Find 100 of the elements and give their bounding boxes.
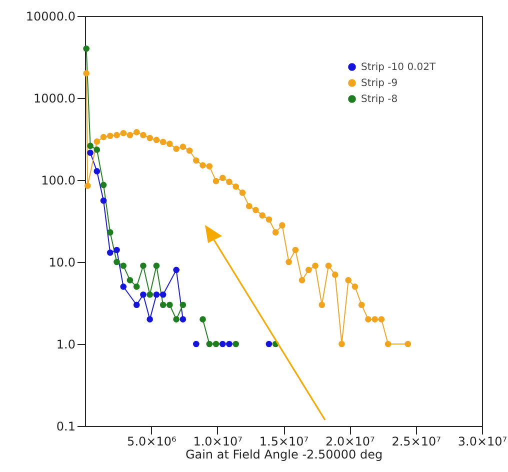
- point: [193, 340, 200, 348]
- y-tick-label: 1000.0: [34, 92, 76, 106]
- point: [212, 340, 220, 348]
- point: [83, 70, 90, 76]
- point: [100, 134, 107, 140]
- point: [325, 262, 332, 269]
- point: [384, 340, 392, 348]
- point: [345, 277, 352, 284]
- point: [87, 142, 94, 149]
- point: [146, 291, 154, 298]
- point: [146, 316, 154, 322]
- point: [173, 266, 180, 274]
- point: [338, 340, 345, 348]
- point: [372, 316, 378, 322]
- y-tick-label: 100.0: [41, 174, 76, 188]
- point: [133, 302, 140, 308]
- point: [180, 302, 186, 308]
- point: [160, 291, 166, 298]
- point: [106, 132, 114, 140]
- point: [140, 291, 146, 298]
- x-axis-title: Gain at Field Angle -2.50000 deg: [185, 448, 383, 462]
- point: [266, 216, 272, 223]
- point: [292, 246, 299, 254]
- point: [166, 140, 173, 147]
- point: [279, 222, 286, 228]
- point: [266, 340, 272, 348]
- point: [226, 178, 232, 185]
- point: [140, 132, 146, 138]
- x-tick-label: 1.5×10⁷: [259, 434, 309, 448]
- point: [193, 157, 200, 164]
- x-tick-label: 2.5×10⁷: [392, 434, 442, 448]
- point: [298, 277, 306, 284]
- point: [84, 182, 91, 189]
- point: [160, 138, 166, 146]
- x-tick-label: 2.0×10⁷: [326, 434, 375, 448]
- point: [239, 190, 246, 196]
- point: [160, 302, 166, 308]
- point: [83, 45, 90, 52]
- point: [114, 132, 120, 138]
- y-tick-label: 1.0: [56, 338, 76, 352]
- point: [332, 272, 338, 278]
- legend-label: Strip -10 0.02T: [361, 62, 436, 73]
- point: [206, 163, 213, 170]
- point: [94, 168, 100, 174]
- point: [146, 134, 154, 142]
- point: [180, 316, 186, 322]
- point: [186, 147, 193, 154]
- point: [153, 136, 160, 144]
- point: [153, 262, 160, 269]
- point: [232, 340, 240, 348]
- point: [133, 284, 140, 290]
- x-tick-label: 1.0×10⁷: [193, 434, 243, 448]
- point: [133, 129, 140, 136]
- point: [140, 262, 146, 269]
- point: [126, 277, 134, 284]
- point: [200, 162, 206, 168]
- point: [232, 183, 240, 190]
- point: [252, 206, 259, 214]
- y-tick-label: 10000.0: [26, 10, 76, 24]
- legend-label: Strip -8: [361, 94, 398, 105]
- point: [87, 150, 94, 156]
- point: [226, 340, 232, 348]
- point: [246, 202, 252, 210]
- point: [126, 132, 134, 138]
- point: [219, 340, 226, 348]
- point: [100, 197, 107, 204]
- point: [120, 262, 127, 269]
- point: [153, 291, 160, 298]
- point: [212, 178, 220, 184]
- point: [106, 229, 114, 236]
- point: [200, 316, 206, 322]
- point: [166, 302, 173, 308]
- point: [305, 266, 312, 274]
- point: [286, 258, 292, 266]
- y-tick-label: 0.1: [56, 420, 76, 434]
- point: [272, 229, 279, 236]
- point: [352, 284, 358, 290]
- point: [180, 144, 186, 150]
- point: [219, 174, 226, 182]
- point: [259, 212, 266, 219]
- point: [100, 182, 107, 188]
- point: [173, 146, 180, 152]
- point: [365, 316, 372, 322]
- point: [318, 302, 326, 308]
- point: [206, 340, 213, 348]
- point: [114, 258, 120, 266]
- x-tick-label: 5.0×10⁶: [127, 434, 176, 448]
- point: [358, 302, 365, 308]
- point: [378, 316, 385, 322]
- point: [94, 146, 100, 153]
- legend-label: Strip -9: [361, 78, 398, 89]
- point: [404, 340, 412, 348]
- x-tick-label: 3.0×10⁷: [458, 434, 508, 448]
- point: [106, 250, 114, 256]
- y-tick-label: 10.0: [48, 256, 76, 270]
- point: [312, 262, 318, 269]
- point: [120, 284, 127, 290]
- point: [173, 316, 180, 322]
- point: [94, 138, 100, 145]
- point: [120, 130, 127, 136]
